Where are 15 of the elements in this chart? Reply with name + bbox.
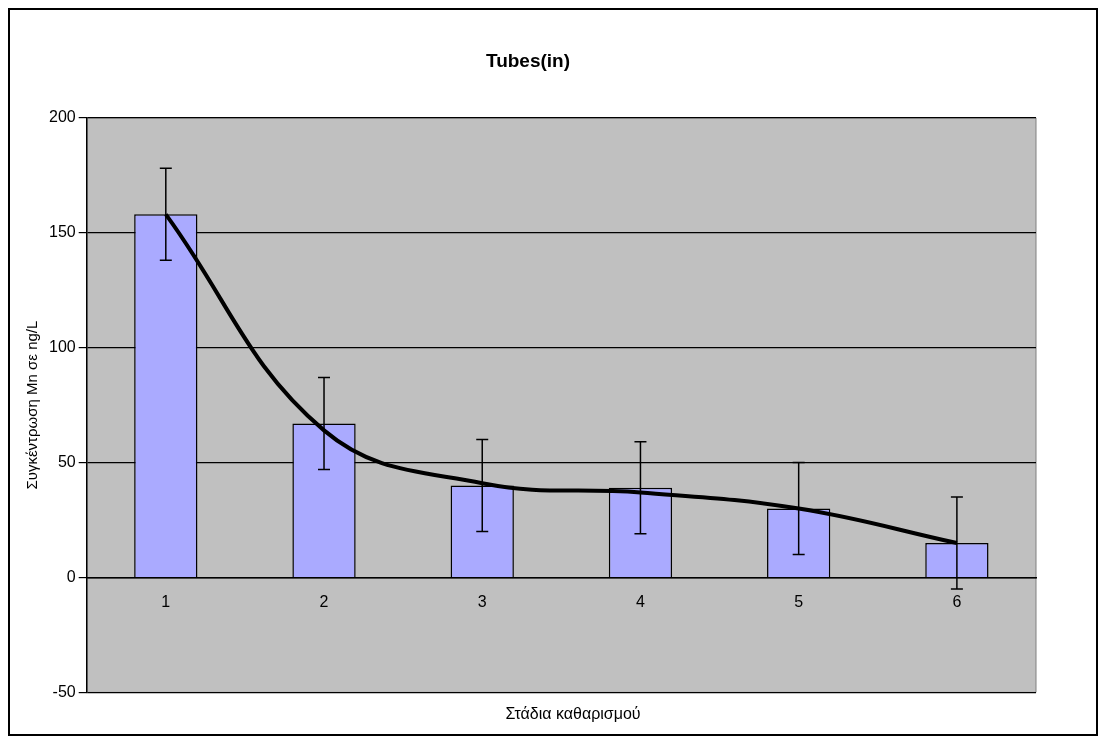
x-tick-label: 2 <box>319 593 329 611</box>
y-tick-label: 50 <box>57 452 76 470</box>
x-tick-label: 1 <box>161 593 171 611</box>
y-tick-label: 150 <box>48 223 76 241</box>
y-tick-label: 0 <box>66 567 76 585</box>
y-axis-title: Συγκέντρωση Mn σε ng/L <box>23 320 41 490</box>
x-axis-title: Στάδια καθαρισμού <box>504 705 642 723</box>
y-tick-label: 200 <box>48 108 76 126</box>
y-tick-label: 100 <box>48 338 76 356</box>
x-tick-label: 3 <box>477 593 487 611</box>
x-tick-label: 5 <box>794 593 804 611</box>
y-tick-label: -50 <box>52 682 76 700</box>
x-tick-label: 6 <box>952 593 962 611</box>
chart-title: Tubes(in) <box>485 49 571 71</box>
x-tick-label: 4 <box>636 593 645 611</box>
